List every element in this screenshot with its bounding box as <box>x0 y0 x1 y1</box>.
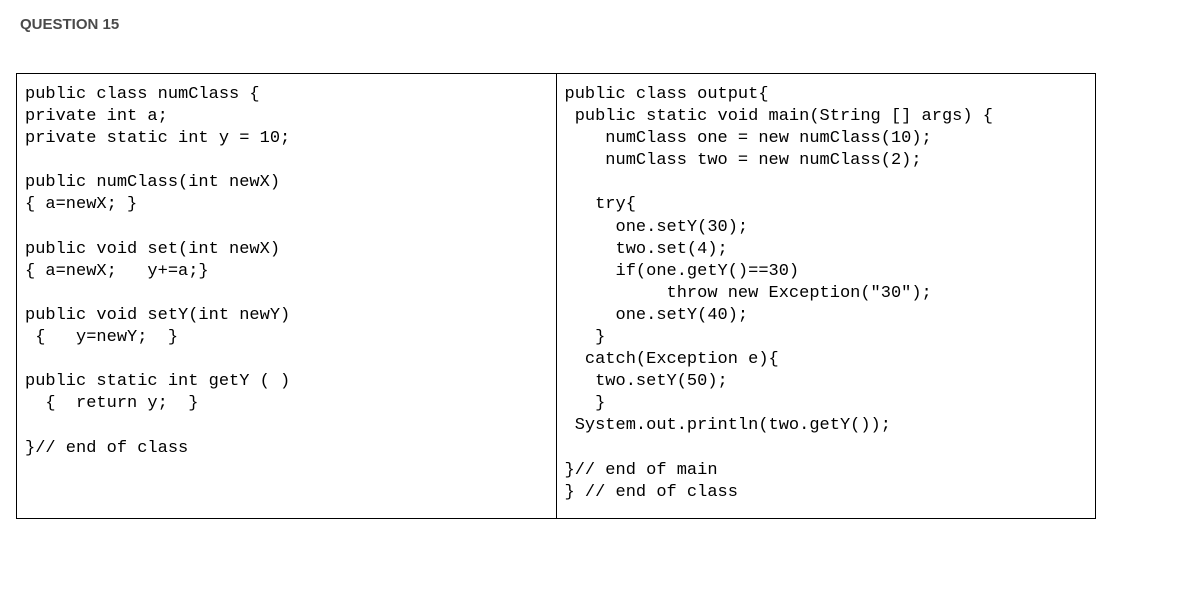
code-cell-right: public class output{ public static void … <box>556 74 1096 519</box>
code-table: public class numClass { private int a; p… <box>16 73 1096 519</box>
code-right: public class output{ public static void … <box>565 84 1088 504</box>
code-left: public class numClass { private int a; p… <box>25 84 548 460</box>
question-label: QUESTION 15 <box>20 16 1172 33</box>
code-cell-left: public class numClass { private int a; p… <box>17 74 557 519</box>
